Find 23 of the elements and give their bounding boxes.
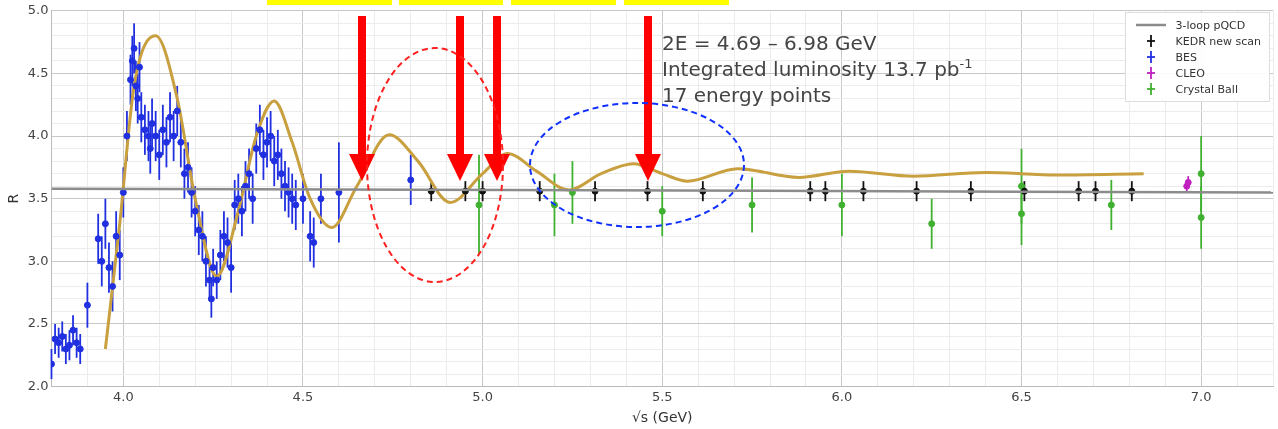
x-tick-label: 4.5 bbox=[292, 388, 314, 404]
y-axis-title: R bbox=[5, 193, 22, 204]
x-tick-label: 4.0 bbox=[112, 388, 134, 404]
y-tick-label: 5.0 bbox=[27, 2, 49, 18]
y-tick-label: 2.5 bbox=[27, 315, 49, 331]
y-tick-label: 3.0 bbox=[27, 252, 49, 268]
y-tick-label: 4.0 bbox=[27, 127, 49, 143]
x-tick-label: 5.5 bbox=[651, 388, 673, 404]
x-tick-label: 6.5 bbox=[1011, 388, 1032, 404]
x-tick-label: 6.0 bbox=[831, 388, 853, 404]
legend-label: CLEO bbox=[1175, 66, 1205, 80]
legend-label: BES bbox=[1175, 50, 1197, 64]
legend-label: Crystal Ball bbox=[1175, 82, 1238, 96]
x-axis-title: √s (GeV) bbox=[631, 409, 693, 426]
annotation: 2E = 4.69 – 6.98 GeV bbox=[662, 31, 877, 55]
annotation: 17 energy points bbox=[662, 83, 832, 107]
y-tick-label: 3.5 bbox=[27, 190, 49, 206]
legend-label: 3-loop pQCD bbox=[1175, 18, 1246, 32]
y-tick-label: 2.0 bbox=[27, 377, 49, 393]
x-tick-label: 5.0 bbox=[472, 388, 493, 404]
x-tick-label: 7.0 bbox=[1190, 388, 1212, 404]
legend-label: KEDR new scan bbox=[1175, 34, 1261, 48]
y-tick-label: 4.5 bbox=[27, 64, 49, 80]
